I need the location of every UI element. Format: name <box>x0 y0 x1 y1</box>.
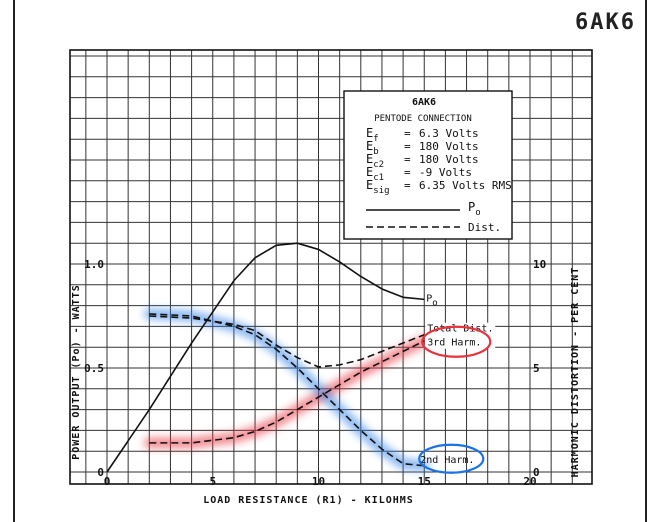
condition-value: 6.3 Volts <box>419 127 479 140</box>
x-tick-label: 0 <box>104 475 111 488</box>
x-axis-label: LOAD RESISTANCE (R1) - KILOHMS <box>203 495 414 506</box>
legend-label-dist: Dist. <box>468 221 501 234</box>
red-circle-marker <box>421 325 492 358</box>
y-right-tick-label: 5 <box>533 362 540 375</box>
legend-box <box>343 90 513 240</box>
y-right-tick-label: 0 <box>533 466 540 479</box>
legend-title: 6AK6 <box>412 97 436 108</box>
condition-value: 180 Volts <box>419 153 479 166</box>
condition-equals: = <box>404 179 411 192</box>
series-line-total-dist- <box>149 315 425 368</box>
y-axis-label-left: POWER OUTPUT (Po) - WATTS <box>71 284 82 460</box>
x-tick-label: 15 <box>418 475 431 488</box>
y-right-tick-label: 10 <box>533 258 546 271</box>
condition-value: 6.35 Volts RMS <box>419 179 512 192</box>
y-left-tick-label: 0 <box>97 466 104 479</box>
legend-subtitle: PENTODE CONNECTION <box>374 114 472 124</box>
y-left-tick-label: 0.5 <box>84 362 104 375</box>
annotation-po: Po <box>426 293 437 308</box>
condition-equals: = <box>404 153 411 166</box>
annotation-2nd-harm: 2nd Harm. <box>420 455 474 466</box>
page-title: 6AK6 <box>575 10 636 35</box>
condition-equals: = <box>404 127 411 140</box>
y-left-tick-label: 1.0 <box>84 258 104 271</box>
x-tick-label: 10 <box>312 475 325 488</box>
condition-value: 180 Volts <box>419 140 479 153</box>
series-line-po <box>106 242 425 473</box>
grid-frame <box>69 49 593 485</box>
condition-value: -9 Volts <box>419 166 472 179</box>
x-tick-label: 20 <box>523 475 536 488</box>
condition-equals: = <box>404 166 411 179</box>
annotation-total-dist: Total Dist. <box>427 324 493 335</box>
series-line-3rd-harm- <box>149 340 425 444</box>
condition-equals: = <box>404 140 411 153</box>
x-tick-label: 5 <box>209 475 216 488</box>
series-line-2nd-harm- <box>149 313 425 467</box>
blue-circle-marker <box>418 443 485 474</box>
y-axis-label-right: HARMONIC DISTORTION - PER CENT <box>570 267 581 478</box>
annotation-3rd-harm: 3rd Harm. <box>427 338 481 349</box>
